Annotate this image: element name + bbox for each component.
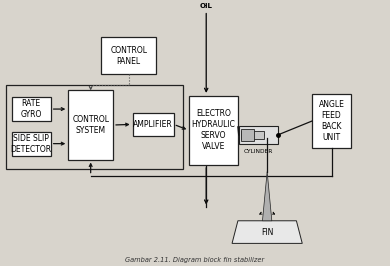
Bar [241,129,254,141]
Polygon shape [232,221,302,243]
Bar [133,113,174,136]
Text: SIDE SLIP
DETECTOR: SIDE SLIP DETECTOR [11,134,52,154]
Text: OIL: OIL [200,3,213,9]
Bar [6,85,183,169]
Text: ELECTRO
HYDRAULIC
SERVO
VALVE: ELECTRO HYDRAULIC SERVO VALVE [191,109,236,152]
Bar [68,90,113,160]
Text: Gambar 2.11. Diagram block fin stabilizer: Gambar 2.11. Diagram block fin stabilize… [125,257,265,263]
Bar [101,37,156,74]
Bar [189,96,238,165]
Text: RATE
GYRO: RATE GYRO [21,99,42,119]
Text: FIN: FIN [261,228,273,236]
Text: CONTROL
SYSTEM: CONTROL SYSTEM [72,115,109,135]
Bar [12,132,51,156]
Text: CONTROL
PANEL: CONTROL PANEL [110,46,147,66]
Bar [12,97,51,121]
Text: AMPLIFIER: AMPLIFIER [133,120,173,129]
Text: CYLINDER: CYLINDER [243,149,273,154]
Bar [312,94,351,148]
Bar [239,126,278,144]
Bar [241,131,264,139]
Polygon shape [262,172,272,221]
Text: ANGLE
FEED
BACK
UNIT: ANGLE FEED BACK UNIT [319,100,344,142]
